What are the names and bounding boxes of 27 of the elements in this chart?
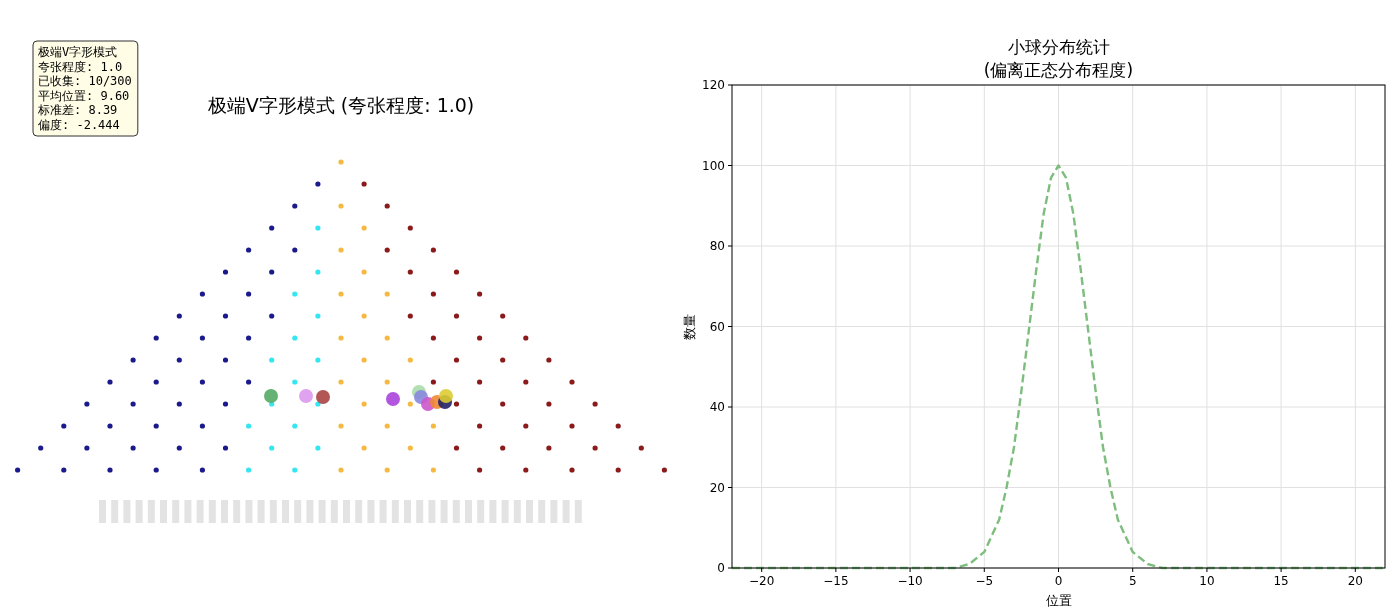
text: 平均位置: 9.60 — [38, 88, 130, 103]
x-tick-label: 0 — [1054, 574, 1063, 588]
y-axis-title: 数量 — [682, 313, 697, 340]
text: 已收集: 10/300 — [38, 74, 132, 88]
chart-title: 小球分布统计 — [1007, 37, 1110, 57]
text: 夸张程度: 1.0 — [38, 59, 123, 74]
x-tick-label: 10 — [1199, 574, 1215, 588]
x-tick-label: −10 — [897, 574, 923, 588]
y-tick-label: 100 — [702, 158, 725, 173]
text: 极端V字形模式 (夸张程度: 1.0) — [206, 94, 475, 116]
y-tick-label: 120 — [702, 78, 725, 92]
text: 标准差: 8.39 — [37, 103, 118, 117]
x-axis-title: 位置 — [1045, 593, 1072, 608]
y-tick-label: 60 — [709, 319, 725, 334]
x-tick-label: 15 — [1273, 574, 1289, 588]
x-tick-label: −15 — [823, 574, 849, 588]
chart-subtitle: (偏离正态分布程度) — [983, 60, 1134, 80]
y-tick-label: 0 — [717, 561, 725, 575]
y-tick-label: 80 — [709, 239, 725, 253]
x-tick-label: 5 — [1128, 574, 1137, 588]
y-tick-label: 40 — [709, 400, 725, 414]
x-tick-label: −5 — [975, 574, 994, 588]
x-tick-label: −20 — [749, 574, 775, 588]
text: 极端V字形模式 — [37, 45, 118, 59]
x-tick-label: 20 — [1347, 574, 1363, 588]
text: 偏度: -2.444 — [38, 117, 120, 132]
y-tick-label: 20 — [709, 480, 725, 495]
